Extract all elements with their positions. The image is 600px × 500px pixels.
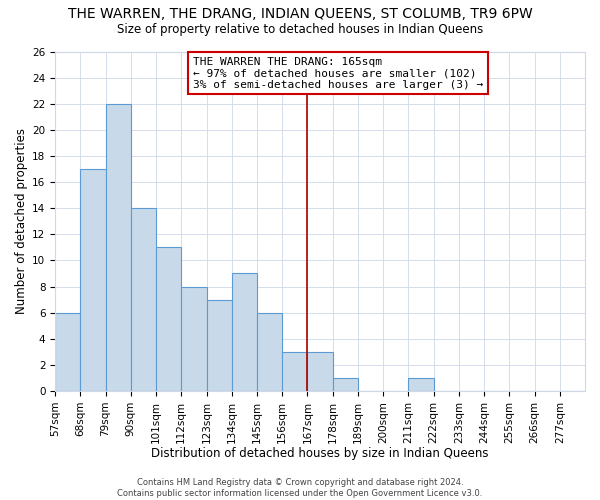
Text: THE WARREN, THE DRANG, INDIAN QUEENS, ST COLUMB, TR9 6PW: THE WARREN, THE DRANG, INDIAN QUEENS, ST… xyxy=(68,8,532,22)
Bar xyxy=(80,169,106,391)
Bar xyxy=(206,300,232,391)
Bar xyxy=(257,312,282,391)
Bar xyxy=(409,378,434,391)
Y-axis label: Number of detached properties: Number of detached properties xyxy=(15,128,28,314)
Bar xyxy=(181,286,206,391)
Bar xyxy=(55,312,80,391)
Text: Size of property relative to detached houses in Indian Queens: Size of property relative to detached ho… xyxy=(117,22,483,36)
Bar xyxy=(131,208,156,391)
Bar xyxy=(332,378,358,391)
Bar xyxy=(282,352,307,391)
Bar xyxy=(232,274,257,391)
Text: Contains HM Land Registry data © Crown copyright and database right 2024.
Contai: Contains HM Land Registry data © Crown c… xyxy=(118,478,482,498)
Bar xyxy=(307,352,332,391)
Text: THE WARREN THE DRANG: 165sqm
← 97% of detached houses are smaller (102)
3% of se: THE WARREN THE DRANG: 165sqm ← 97% of de… xyxy=(193,56,483,90)
Bar xyxy=(156,248,181,391)
X-axis label: Distribution of detached houses by size in Indian Queens: Distribution of detached houses by size … xyxy=(151,447,489,460)
Bar xyxy=(106,104,131,391)
